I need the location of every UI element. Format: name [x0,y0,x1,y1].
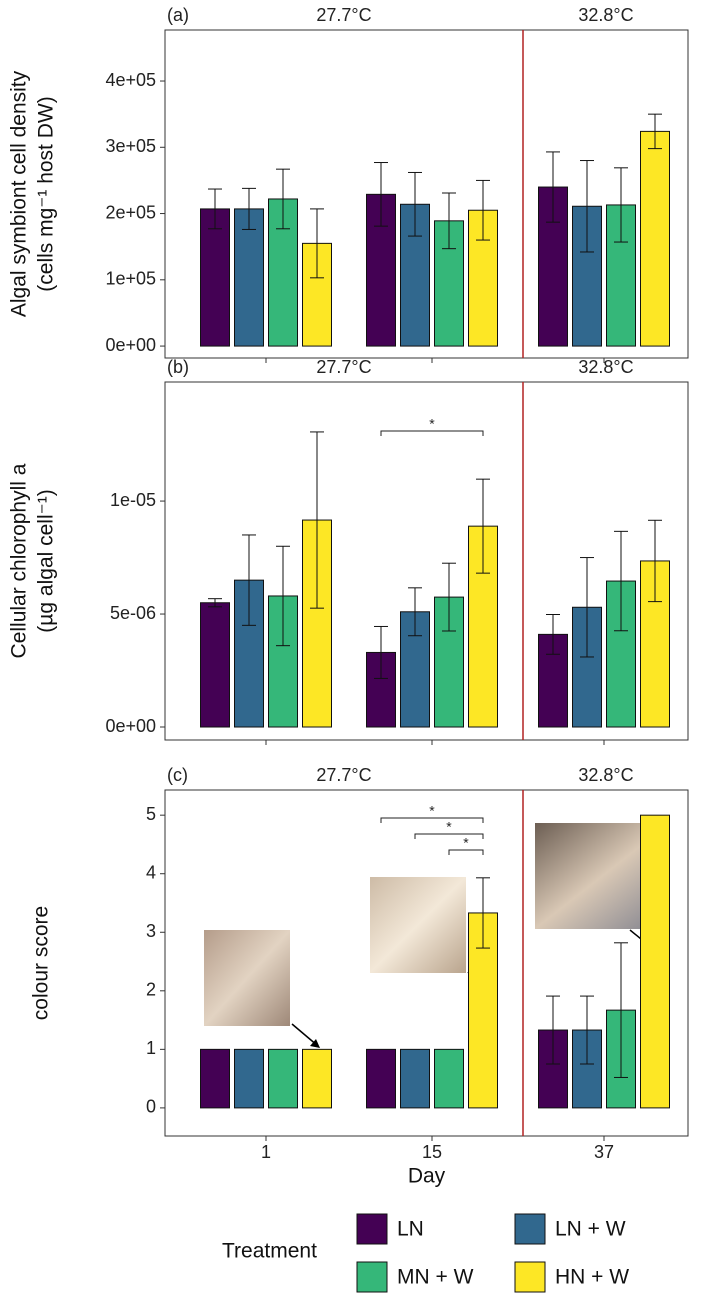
y-tick-label: 0e+00 [105,335,156,355]
error-bar [476,877,490,949]
temperature-label: 32.8°C [578,5,633,25]
bar [200,602,230,728]
y-tick-label: 2e+05 [105,202,156,222]
legend-label: LN [397,1218,424,1241]
y-axis-label: (µg algal cell⁻¹) [35,489,58,632]
error-bar [648,519,662,603]
temperature-label: 27.7°C [316,765,371,785]
bar [366,1048,396,1109]
significance-bracket [414,833,484,839]
y-tick-label: 5e-06 [110,603,156,623]
significance-bracket [380,430,484,436]
y-tick-label: 1e+05 [105,269,156,289]
y-axis-label: (cells mg⁻¹ host DW) [35,96,58,291]
error-bar [546,613,560,655]
y-axis-label: colour score [30,906,53,1020]
legend-title: Treatment [222,1240,317,1263]
error-bar [408,171,422,237]
error-bar [580,995,594,1065]
bar [366,651,396,728]
significance-bracket [448,849,484,855]
significance-star: * [429,803,435,819]
y-tick-label: 3e+05 [105,136,156,156]
y-tick-label: 4 [146,862,156,882]
bar [640,130,670,347]
photos [204,823,670,1048]
x-axis-label: Day [408,1165,446,1188]
y-tick-label: 3 [146,921,156,941]
legend-label: HN + W [555,1266,629,1289]
panel-label: (c) [167,765,188,785]
y-tick-label: 4e+05 [105,70,156,90]
temperature-label: 27.7°C [316,357,371,377]
error-bar [614,942,628,1078]
error-bar [374,162,388,227]
significance-star: * [446,819,452,835]
error-bar [242,187,256,230]
significance-star: * [463,835,469,851]
error-bar [242,534,256,626]
legend-swatch [356,1213,388,1245]
x-tick-label: 15 [422,1142,442,1162]
legend-swatch [356,1261,388,1293]
x-tick-label: 37 [594,1142,614,1162]
error-bar [208,598,222,608]
bar [200,208,230,347]
bar [200,1048,230,1109]
temperature-label: 32.8°C [578,357,633,377]
coral-photo [370,877,466,973]
significance-star: * [429,416,435,432]
y-tick-label: 5 [146,804,156,824]
error-bar [614,167,628,243]
legend-swatch [514,1261,546,1293]
error-bar [374,625,388,679]
arrow-head [310,1039,320,1048]
error-bar [580,557,594,658]
y-tick-label: 0e+00 [105,716,156,736]
y-tick-label: 1e-05 [110,490,156,510]
y-tick-label: 2 [146,980,156,1000]
error-bar [614,530,628,632]
y-tick-label: 1 [146,1038,156,1058]
temperature-label: 27.7°C [316,5,371,25]
bar [268,1048,298,1109]
bar [640,814,670,1109]
significance-bracket [380,817,484,823]
y-axis-label: Algal symbiont cell density [8,70,31,317]
bar [400,1048,430,1109]
error-bar [276,545,290,647]
error-bar [476,179,490,241]
plot-frame [164,29,689,359]
legend-label: LN + W [555,1218,626,1241]
panel-label: (b) [167,357,189,377]
error-bar [476,478,490,574]
legend-label: MN + W [397,1266,474,1289]
error-bar [208,188,222,230]
error-bar [408,587,422,637]
legend-swatch [514,1213,546,1245]
error-bar [580,160,594,253]
y-tick-label: 0 [146,1097,156,1117]
error-bar [648,113,662,150]
bar [538,1029,568,1109]
error-bar [546,995,560,1065]
bar [434,1048,464,1109]
bar [302,1048,332,1109]
plot-frame [164,789,689,1137]
x-tick-label: 1 [261,1142,271,1162]
error-bar [310,431,324,609]
error-bar [276,168,290,230]
panel-label: (a) [167,5,189,25]
error-bar [310,208,324,279]
plot-frame [164,381,689,741]
bar [234,1048,264,1109]
error-bar [442,192,456,250]
temperature-label: 32.8°C [578,765,633,785]
error-bar [546,151,560,223]
coral-photo [204,930,290,1026]
error-bar [442,562,456,632]
y-axis-label: Cellular chlorophyll a [8,463,31,658]
